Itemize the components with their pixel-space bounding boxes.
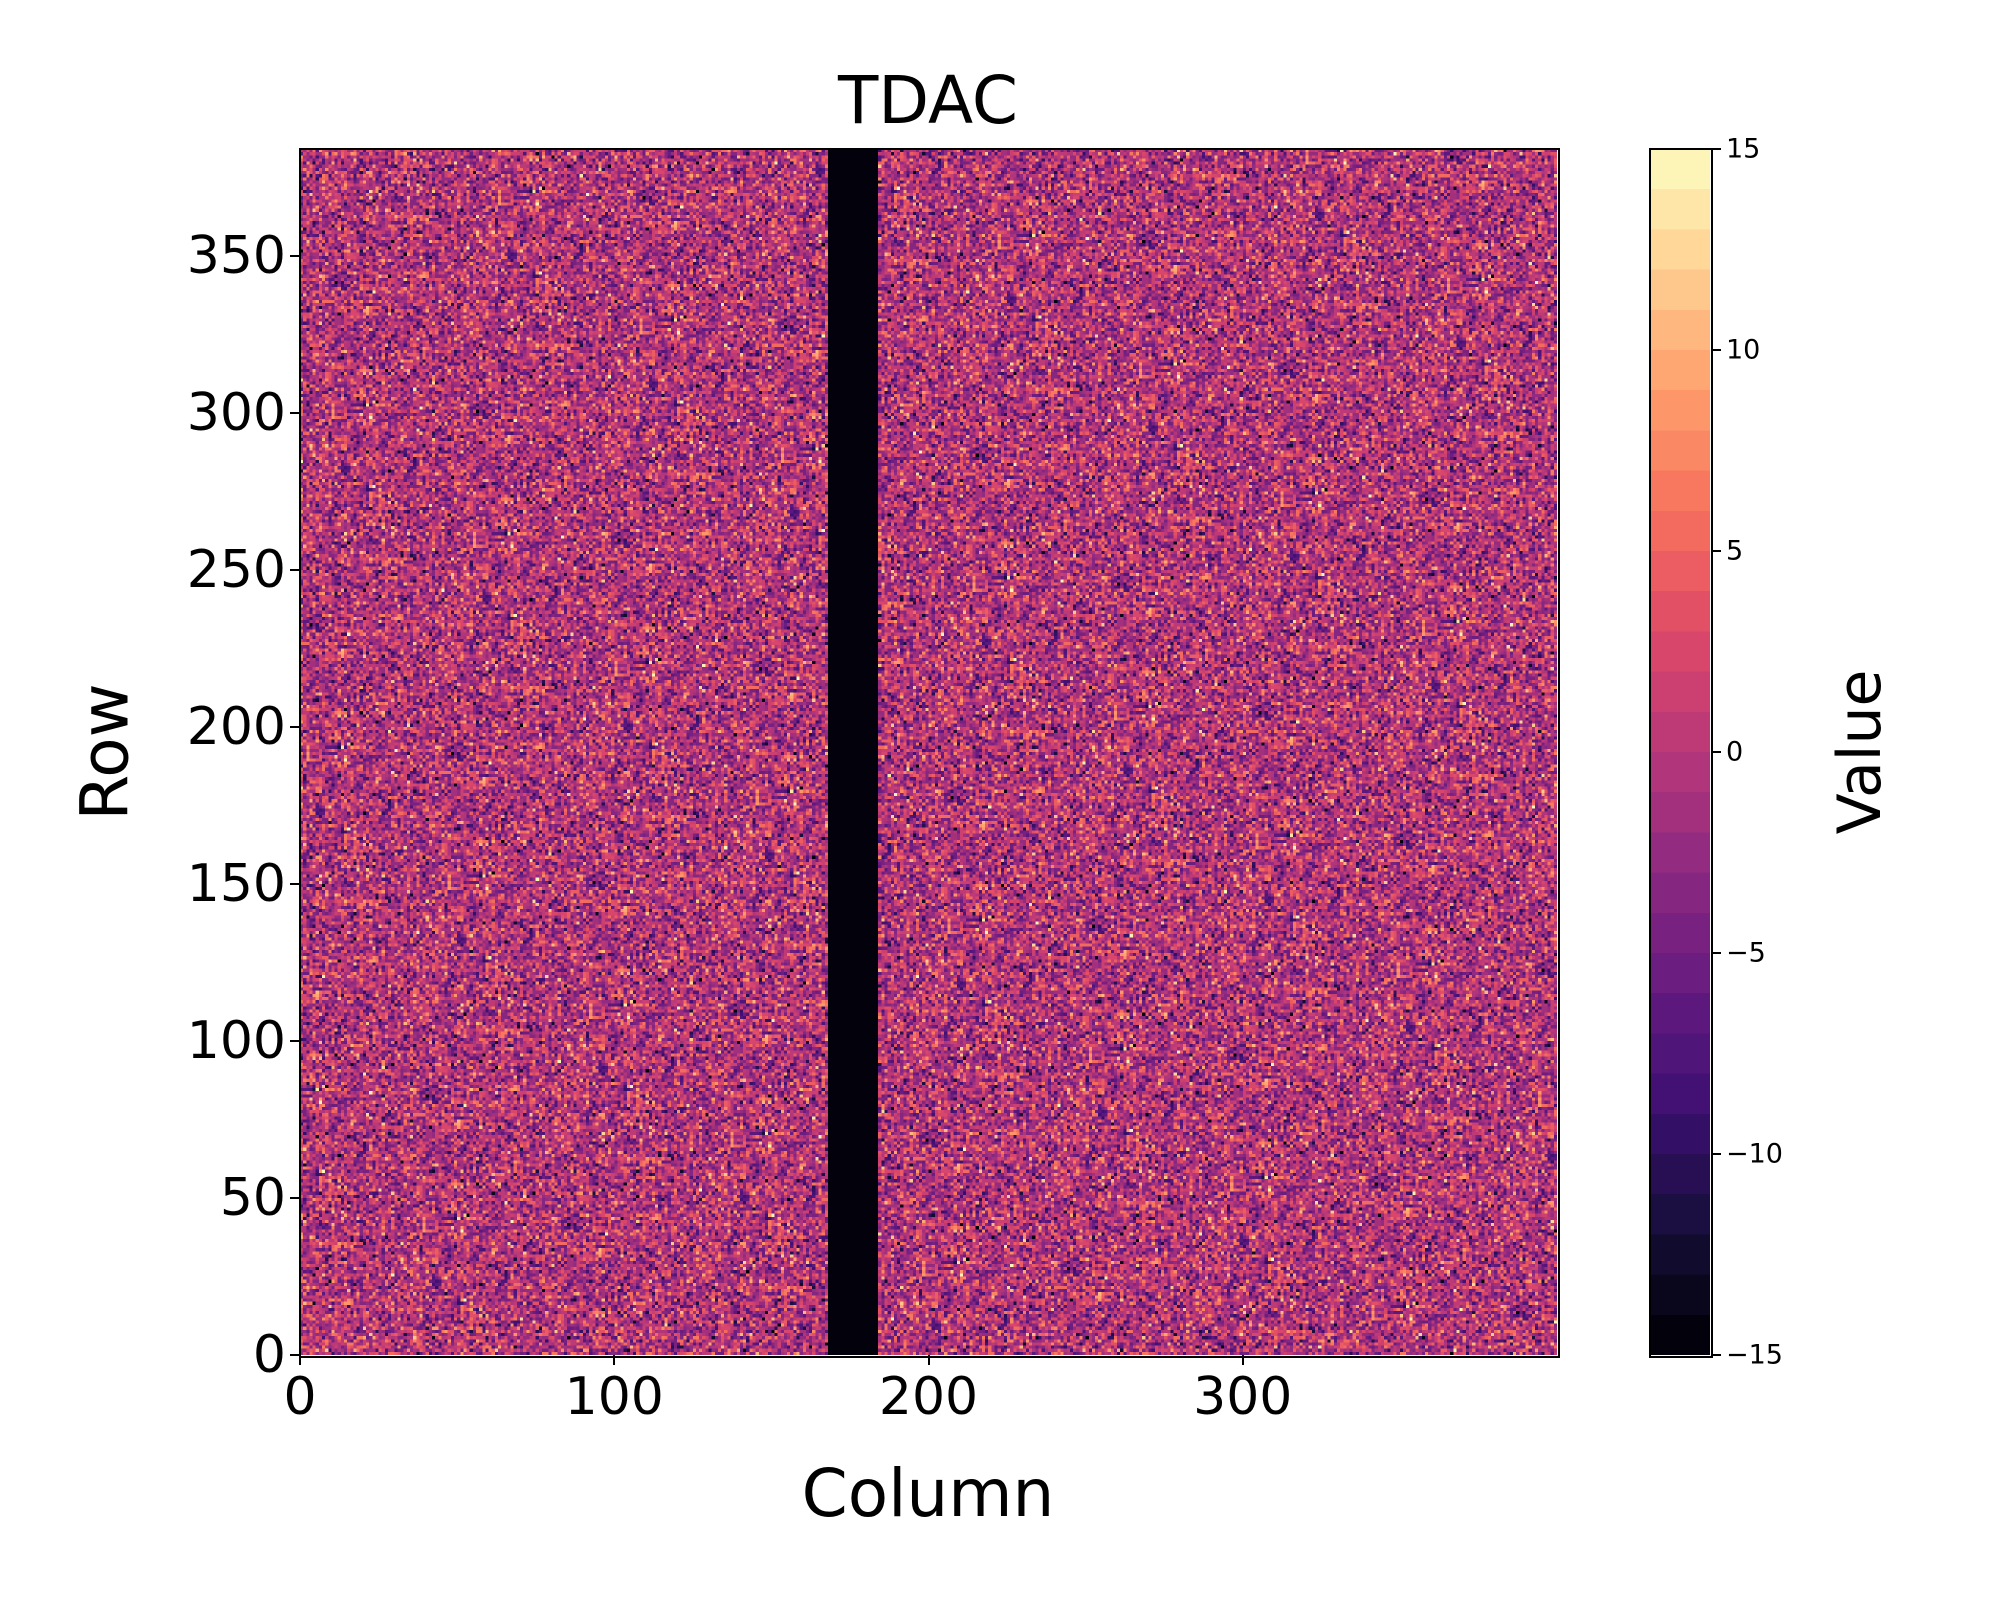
y-tick-mark xyxy=(290,254,300,257)
colorbar-tick-mark xyxy=(1711,751,1721,753)
y-axis-label: Row xyxy=(66,683,144,821)
y-tick-mark xyxy=(290,1354,300,1356)
y-tick-label: 250 xyxy=(186,539,286,600)
y-tick-label: 300 xyxy=(186,382,286,443)
colorbar-tick-mark xyxy=(1711,349,1721,351)
colorbar xyxy=(1650,149,1710,1355)
x-tick-label: 300 xyxy=(1193,1367,1293,1427)
y-tick-label: 100 xyxy=(186,1010,286,1071)
y-tick-mark xyxy=(290,725,300,728)
y-tick-mark xyxy=(290,568,300,571)
heatmap-image xyxy=(300,149,1557,1355)
colorbar-tick-mark xyxy=(1711,550,1721,552)
x-tick-label: 100 xyxy=(564,1367,664,1427)
colorbar-tick-label: −5 xyxy=(1726,937,1766,969)
y-tick-mark xyxy=(290,411,300,414)
colorbar-tick-label: 15 xyxy=(1726,133,1761,165)
x-tick-mark xyxy=(927,1355,930,1365)
colorbar-tick-label: 0 xyxy=(1726,736,1744,768)
x-tick-mark xyxy=(1241,1355,1244,1365)
x-tick-mark xyxy=(613,1355,616,1365)
colorbar-tick-mark xyxy=(1711,952,1721,954)
x-axis-label: Column xyxy=(801,1455,1055,1532)
y-tick-label: 0 xyxy=(252,1325,286,1385)
y-tick-mark xyxy=(290,1039,300,1042)
y-tick-label: 350 xyxy=(186,225,286,286)
y-tick-label: 50 xyxy=(219,1167,286,1228)
colorbar-tick-mark xyxy=(1711,148,1721,150)
colorbar-tick-label: −10 xyxy=(1726,1138,1783,1170)
colorbar-tick-label: 5 xyxy=(1726,535,1744,567)
y-tick-mark xyxy=(290,882,300,885)
x-tick-mark xyxy=(299,1355,301,1365)
colorbar-tick-label: 10 xyxy=(1726,334,1761,366)
y-tick-label: 200 xyxy=(186,696,286,757)
x-tick-label: 200 xyxy=(878,1367,979,1427)
x-tick-label: 0 xyxy=(283,1367,317,1427)
colorbar-label: Value xyxy=(1825,669,1895,835)
colorbar-tick-label: −15 xyxy=(1726,1339,1783,1371)
colorbar-tick-mark xyxy=(1711,1153,1721,1155)
y-tick-mark xyxy=(290,1196,300,1199)
colorbar-tick-mark xyxy=(1711,1354,1721,1356)
chart-title: TDAC xyxy=(837,62,1019,139)
y-tick-label: 150 xyxy=(186,853,286,914)
